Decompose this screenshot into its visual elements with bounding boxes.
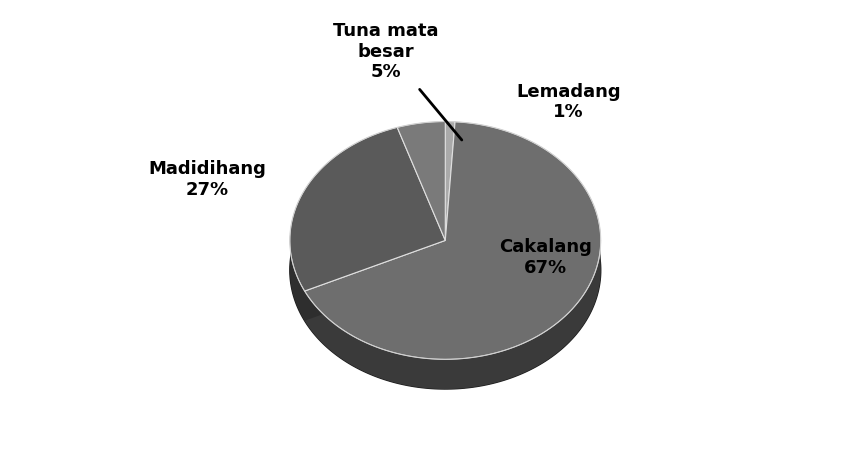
Text: Lemadang
1%: Lemadang 1% [516, 83, 620, 121]
Polygon shape [305, 241, 444, 321]
Polygon shape [305, 234, 600, 389]
Polygon shape [444, 122, 455, 241]
Polygon shape [289, 128, 444, 291]
Text: Tuna mata
besar
5%: Tuna mata besar 5% [333, 22, 438, 81]
Text: Madidihang
27%: Madidihang 27% [148, 160, 266, 199]
Polygon shape [305, 241, 444, 321]
Polygon shape [289, 152, 600, 389]
Text: Cakalang
67%: Cakalang 67% [499, 237, 592, 276]
Polygon shape [289, 232, 305, 321]
Polygon shape [305, 123, 600, 359]
Polygon shape [397, 122, 444, 241]
